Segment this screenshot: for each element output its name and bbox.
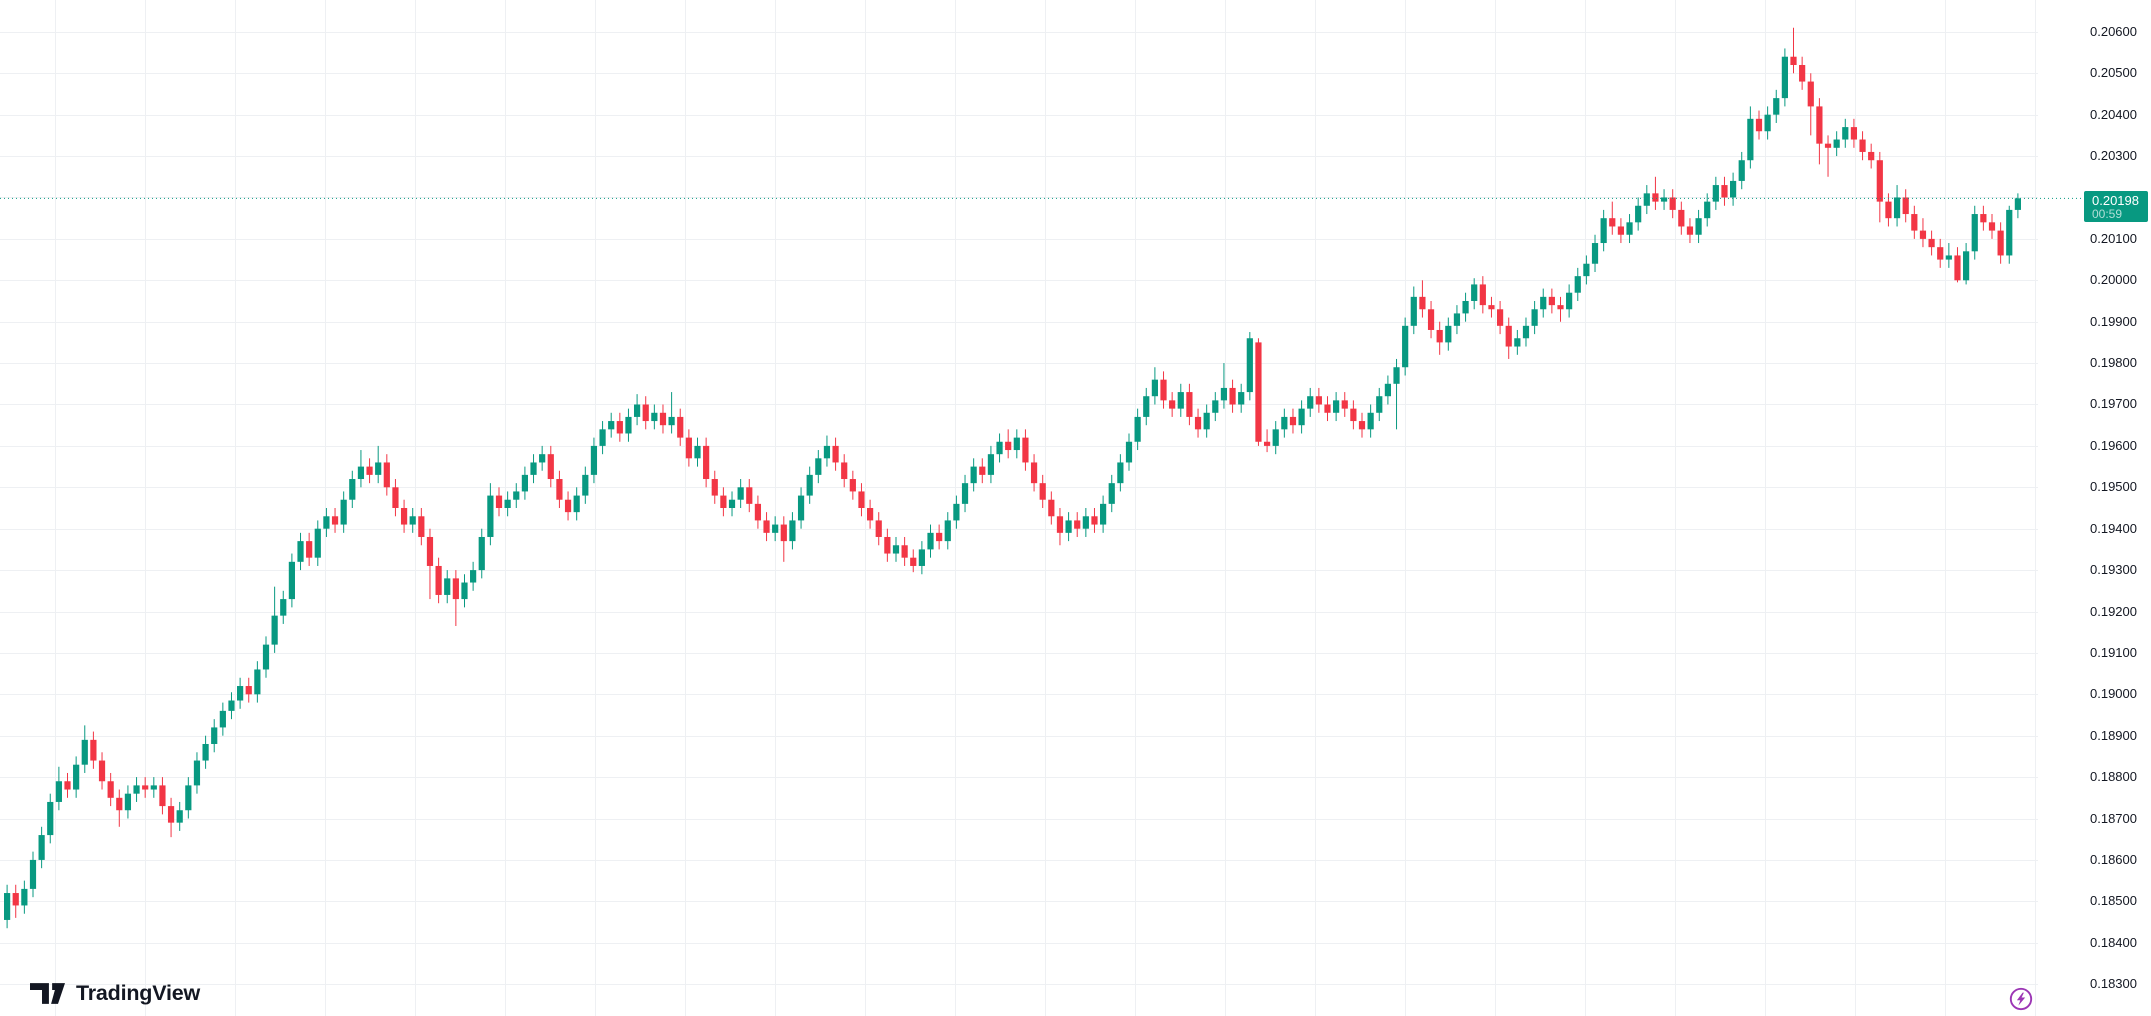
price-tick-label: 0.18500 <box>2090 893 2137 909</box>
price-tick-label: 0.18700 <box>2090 810 2137 826</box>
tradingview-logo-text: TradingView <box>76 981 201 1005</box>
price-tick-label: 0.19600 <box>2090 437 2137 453</box>
price-tick-label: 0.20000 <box>2090 272 2137 288</box>
price-tick-label: 0.18600 <box>2090 851 2137 867</box>
tradingview-logo-icon <box>30 983 65 1004</box>
price-tick-label: 0.20400 <box>2090 106 2137 122</box>
price-tick-label: 0.20100 <box>2090 230 2137 246</box>
price-tick-label: 0.19000 <box>2090 686 2137 702</box>
price-tick-label: 0.20300 <box>2090 148 2137 164</box>
price-tick-label: 0.19200 <box>2090 603 2137 619</box>
price-tick-label: 0.18900 <box>2090 727 2137 743</box>
price-tick-label: 0.18300 <box>2090 976 2137 992</box>
price-tick-label: 0.19500 <box>2090 479 2137 495</box>
price-tick-label: 0.20500 <box>2090 65 2137 81</box>
price-tick-label: 0.19900 <box>2090 313 2137 329</box>
lightning-button[interactable] <box>2007 985 2035 1013</box>
price-tick-label: 0.19300 <box>2090 562 2137 578</box>
lightning-icon <box>2009 987 2033 1011</box>
price-tick-label: 0.20600 <box>2090 23 2137 39</box>
price-tick-label: 0.18400 <box>2090 934 2137 950</box>
price-axis[interactable]: 0.20600 0.20500 0.20400 0.20300 0.20100 0.200… <box>2060 0 2151 1016</box>
last-price-value: 0.20198 <box>2092 192 2139 208</box>
price-tick-label: 0.19400 <box>2090 520 2137 536</box>
bar-countdown: 00:59 <box>2092 206 2123 221</box>
price-tick-label: 0.19100 <box>2090 644 2137 660</box>
price-tick-label: 0.18800 <box>2090 769 2137 785</box>
price-tick-label: 0.19700 <box>2090 396 2137 412</box>
last-price-badge: 0.20198 00:59 <box>2084 191 2148 222</box>
tradingview-logo[interactable]: TradingView <box>30 981 200 1006</box>
price-tick-label: 0.19800 <box>2090 355 2137 371</box>
